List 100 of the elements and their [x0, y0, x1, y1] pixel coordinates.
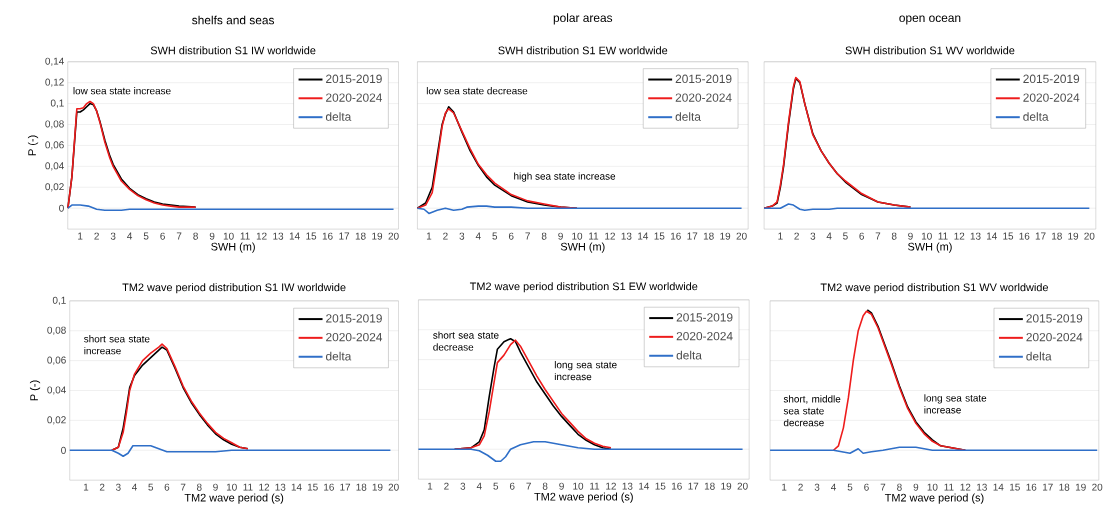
x-tick-label: 18 — [1052, 232, 1062, 240]
x-tick-label: 20 — [388, 483, 399, 491]
x-tick-label: 4 — [826, 232, 832, 240]
chart-subtitle: open ocean — [899, 15, 961, 25]
x-axis-title: SWH (m) — [560, 242, 605, 253]
x-tick-label: 1 — [83, 483, 89, 491]
x-tick-label: 14 — [291, 483, 302, 491]
y-tick-label: 0,12 — [45, 78, 64, 87]
x-tick-label: 19 — [372, 483, 383, 491]
x-tick-label: 17 — [339, 232, 350, 240]
x-tick-label: 19 — [1075, 483, 1086, 491]
x-tick-label: 14 — [993, 483, 1004, 491]
y-tick-label: 0,06 — [47, 356, 66, 365]
annotation: low sea state increase — [73, 87, 171, 95]
x-tick-label: 14 — [987, 232, 997, 240]
x-tick-label: 20 — [388, 232, 399, 240]
x-tick-label: 17 — [1035, 232, 1046, 240]
x-tick-label: 8 — [541, 232, 547, 240]
x-tick-label: 4 — [475, 232, 481, 240]
x-tick-label: 17 — [340, 483, 351, 491]
chart-title: SWH distribution S1 IW worldwide — [150, 46, 316, 55]
legend-label: 2020-2024 — [1026, 332, 1083, 342]
legend-label: 2015-2019 — [1026, 314, 1083, 323]
chart-subtitle: shelfs and seas — [192, 15, 275, 25]
x-tick-label: 16 — [671, 232, 681, 240]
x-tick-label: 18 — [356, 483, 367, 491]
annotation: short sea state decrease — [433, 331, 499, 351]
y-tick-label: 0,08 — [45, 120, 64, 129]
x-tick-label: 10 — [226, 483, 237, 491]
legend-label: 2015-2019 — [326, 74, 382, 84]
x-tick-label: 16 — [324, 483, 334, 491]
x-tick-label: 13 — [622, 482, 633, 490]
x-tick-label: 2 — [444, 482, 449, 490]
x-tick-label: 9 — [908, 232, 913, 240]
x-tick-label: 11 — [243, 483, 253, 491]
x-tick-label: 4 — [127, 232, 133, 240]
x-tick-label: 11 — [240, 232, 250, 240]
x-tick-label: 6 — [864, 483, 869, 491]
x-tick-label: 3 — [115, 483, 121, 491]
x-tick-label: 15 — [1003, 232, 1014, 240]
x-tick-label: 10 — [921, 232, 932, 240]
x-axis-title: TM2 wave period (s) — [884, 493, 984, 504]
x-tick-label: 16 — [322, 232, 333, 240]
x-tick-label: 19 — [721, 482, 732, 490]
x-tick-label: 18 — [703, 232, 714, 240]
legend-label: 2020-2024 — [326, 332, 383, 342]
x-tick-label: 10 — [573, 482, 584, 490]
x-tick-label: 5 — [493, 482, 499, 490]
x-tick-label: 2 — [94, 232, 99, 240]
x-tick-label: 7 — [180, 483, 186, 491]
y-tick-label: 0 — [59, 204, 64, 212]
x-tick-label: 7 — [176, 232, 182, 240]
x-tick-label: 9 — [209, 232, 215, 240]
x-axis-title: TM2 wave period (s) — [184, 493, 284, 504]
x-tick-label: 2 — [99, 483, 105, 491]
y-tick-label: 0,02 — [45, 183, 64, 192]
x-tick-label: 13 — [621, 232, 632, 240]
annotation: low sea state decrease — [426, 87, 528, 95]
chart-title: TM2 wave period distribution S1 EW worldwide — [469, 282, 698, 293]
x-tick-label: 19 — [1068, 232, 1079, 240]
x-tick-label: 14 — [289, 232, 300, 240]
annotation: short, middle sea state decrease — [783, 395, 841, 427]
x-tick-label: 6 — [508, 232, 514, 240]
x-tick-label: 9 — [913, 483, 919, 491]
x-tick-label: 7 — [525, 232, 530, 240]
x-tick-label: 20 — [1092, 483, 1103, 491]
x-tick-label: 12 — [256, 232, 267, 240]
x-tick-label: 4 — [476, 482, 482, 490]
annotation: high sea state increase — [514, 172, 616, 182]
x-tick-label: 18 — [355, 232, 366, 240]
y-tick-label: 0 — [61, 446, 66, 454]
x-tick-label: 15 — [1010, 483, 1020, 491]
x-tick-label: 3 — [110, 232, 116, 240]
x-tick-label: 9 — [213, 483, 218, 491]
x-tick-label: 1 — [778, 232, 783, 240]
x-tick-label: 2 — [798, 483, 803, 491]
y-axis-title: P (-) — [29, 380, 41, 401]
x-axis-title: SWH (m) — [908, 242, 952, 253]
x-tick-label: 5 — [843, 232, 848, 240]
x-tick-label: 13 — [273, 232, 284, 240]
x-tick-label: 6 — [160, 232, 165, 240]
chart-subtitle: polar areas — [553, 13, 613, 25]
legend-label: delta — [325, 112, 352, 121]
x-tick-label: 15 — [307, 483, 318, 491]
x-axis-title: TM2 wave period (s) — [534, 492, 633, 503]
x-tick-label: 8 — [891, 232, 897, 240]
x-tick-label: 14 — [638, 232, 649, 240]
x-tick-label: 3 — [810, 232, 816, 240]
y-axis-title: P (-) — [27, 135, 39, 156]
x-tick-label: 7 — [880, 483, 886, 491]
legend-label: delta — [1026, 351, 1052, 361]
x-tick-label: 4 — [830, 483, 836, 491]
legend-label: 2015-2019 — [676, 313, 733, 322]
annotation: long sea state increase — [924, 394, 987, 414]
y-tick-label: 0,1 — [50, 99, 64, 108]
x-tick-label: 8 — [542, 482, 548, 490]
x-tick-label: 2 — [794, 232, 799, 240]
x-tick-label: 11 — [590, 482, 600, 490]
x-tick-label: 12 — [954, 232, 965, 240]
legend-label: 2015-2019 — [326, 314, 382, 323]
